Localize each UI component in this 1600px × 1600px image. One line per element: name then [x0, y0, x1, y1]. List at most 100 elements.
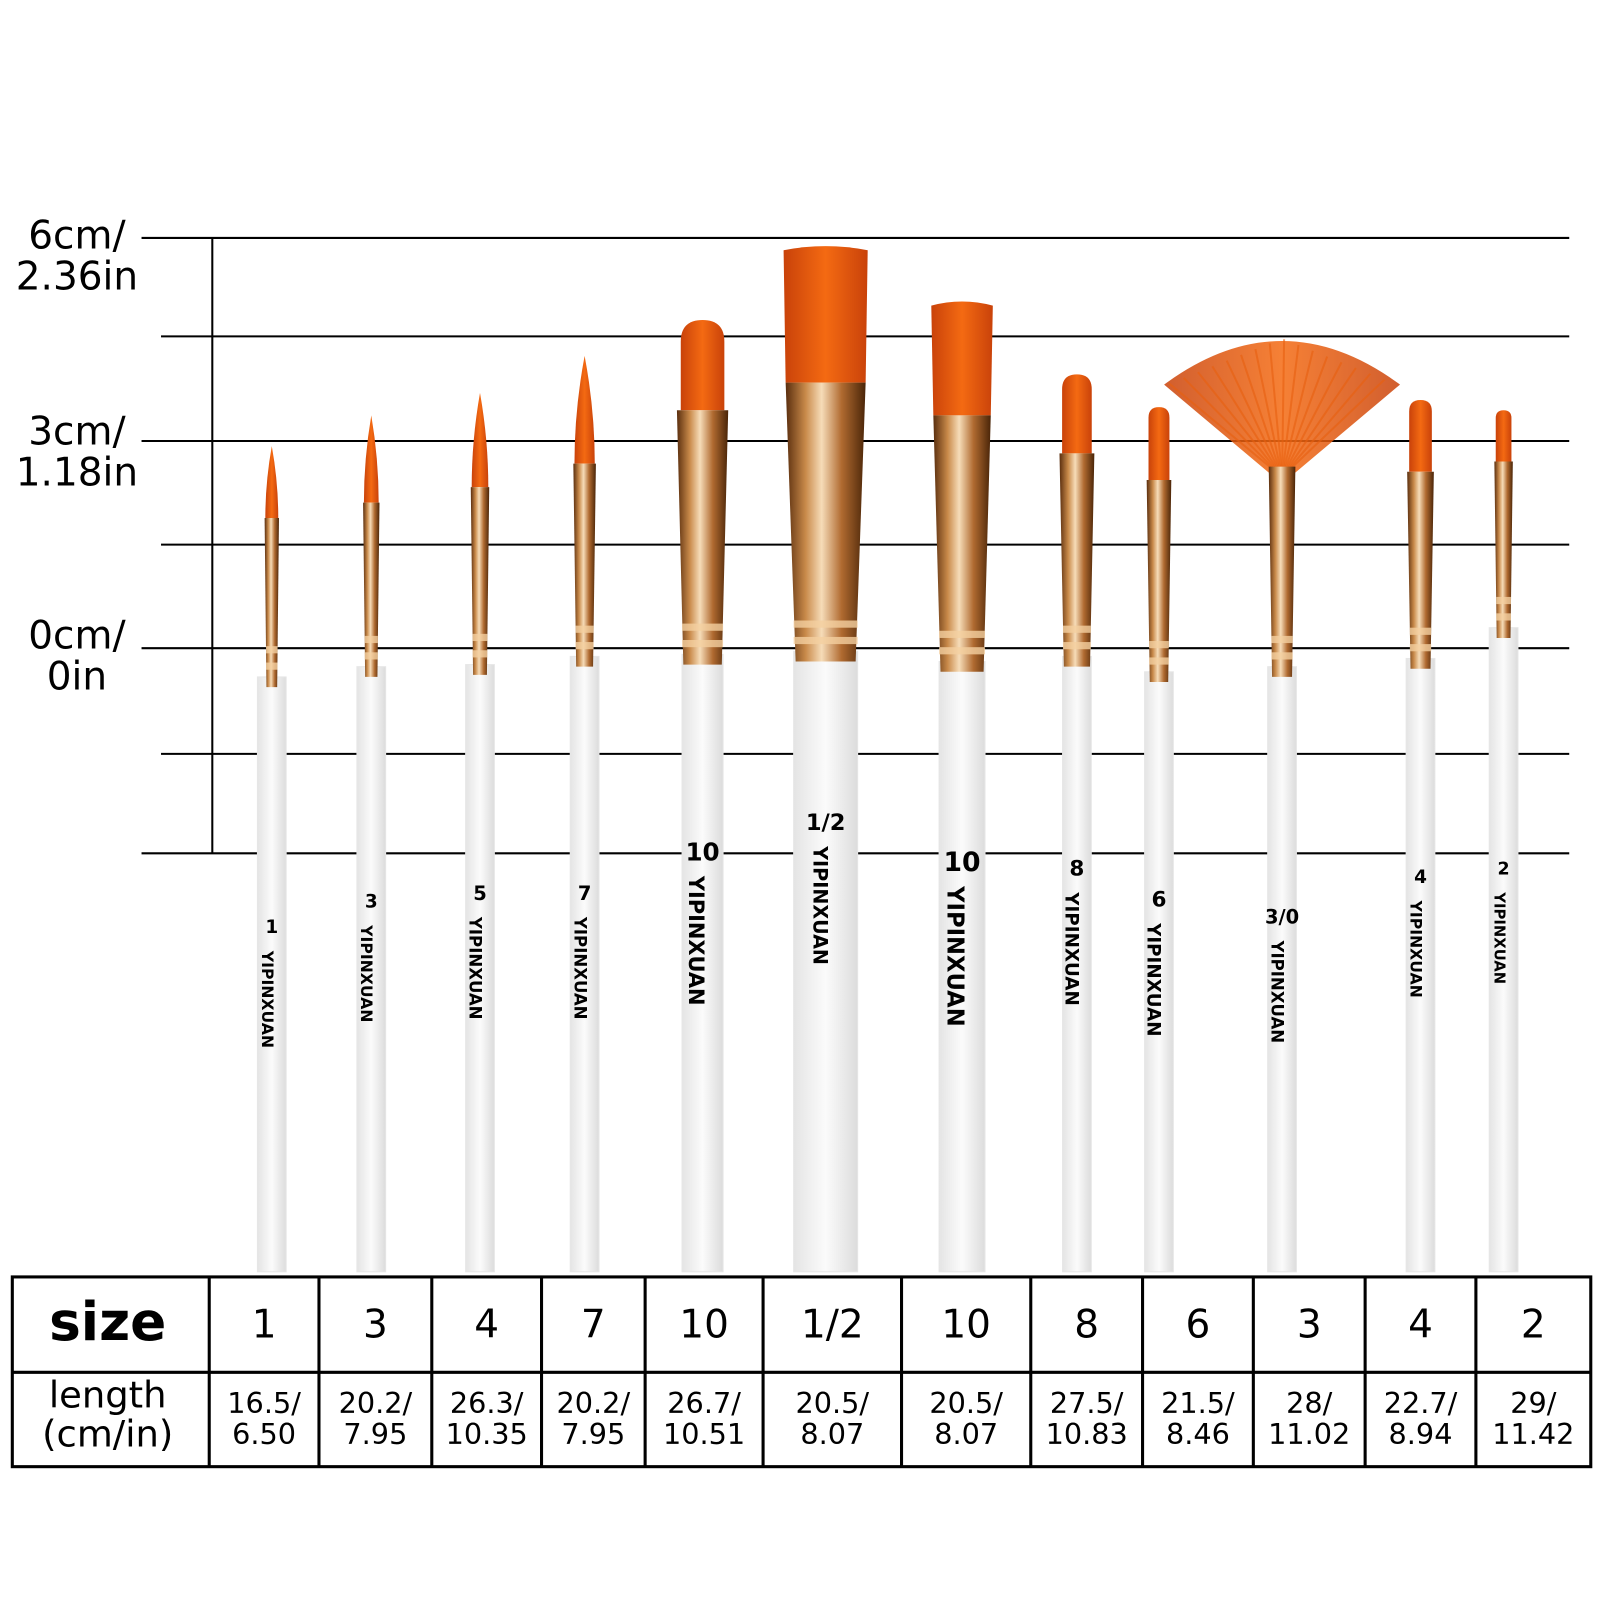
bristles: [574, 355, 595, 464]
brush-brand: YIPINXUAN: [1406, 900, 1425, 998]
fan-hair: [1281, 350, 1314, 478]
brush-number: 1/2: [806, 810, 846, 836]
size-value: 3: [1297, 1303, 1322, 1348]
ferrule: [1407, 471, 1434, 669]
brush-number: 5: [473, 882, 487, 905]
scale-labels: 6cm/2.36in 3cm/1.18in 0cm/0in: [16, 213, 138, 699]
fan-hair: [1281, 378, 1386, 478]
brush-number: 2: [1498, 860, 1510, 880]
fan-hair: [1211, 365, 1283, 478]
size-table: sizelength(cm/in)116.5/6.50320.2/7.95426…: [10, 1275, 1593, 1469]
brush-brand: YIPINXUAN: [942, 885, 968, 1026]
fan-hair: [1254, 348, 1284, 478]
scale-in: 0in: [47, 654, 107, 699]
bristles: [1495, 410, 1512, 462]
crimp: [682, 640, 724, 648]
crimp: [266, 662, 278, 670]
crimp: [266, 646, 278, 654]
crimp: [793, 620, 858, 628]
handle: [1405, 657, 1436, 1273]
length-value: 20.5/: [929, 1386, 1003, 1420]
brush-number: 3/0: [1265, 905, 1299, 928]
handle: [938, 661, 986, 1273]
ferrule: [1494, 461, 1513, 638]
length-value: 10.51: [663, 1417, 745, 1451]
crimp: [575, 625, 594, 633]
bristles: [1062, 374, 1092, 454]
ferrule: [1268, 466, 1296, 677]
size-value: 1/2: [801, 1303, 864, 1348]
length-value: 8.07: [800, 1417, 864, 1451]
brush-brand: YIPINXUAN: [1268, 940, 1287, 1044]
length-value: 27.5/: [1050, 1386, 1124, 1420]
bristles: [265, 446, 279, 518]
length-value: 8.46: [1166, 1417, 1230, 1451]
length-value: 10.83: [1046, 1417, 1128, 1451]
size-value: 10: [679, 1303, 729, 1348]
crimp: [364, 635, 378, 644]
ferrule: [1059, 453, 1095, 667]
ferrule: [470, 487, 490, 675]
fan-hair: [1225, 360, 1283, 478]
crimp: [575, 642, 594, 650]
brush-brand: YIPINXUAN: [570, 916, 589, 1020]
crimp: [1409, 644, 1432, 652]
brush-number: 10: [943, 847, 980, 878]
handle: [465, 664, 495, 1273]
fan-hair: [1281, 339, 1286, 477]
length-value: 6.50: [232, 1417, 296, 1451]
brush-number: 4: [1414, 867, 1427, 888]
handle: [1267, 666, 1297, 1273]
brush-number: 3: [365, 892, 378, 913]
brush-number: 8: [1069, 857, 1084, 882]
fan-hair: [1182, 377, 1283, 478]
length-value: 21.5/: [1161, 1386, 1235, 1420]
ferrule: [573, 463, 596, 667]
bristles: [680, 320, 725, 411]
bristles: [931, 301, 993, 416]
bristles: [1148, 407, 1170, 480]
length-value: 10.35: [446, 1417, 528, 1451]
brush-brand: YIPINXUAN: [258, 950, 277, 1048]
scale-cm: 6cm/: [28, 213, 126, 258]
fan-hair: [1281, 361, 1343, 478]
handle: [1062, 655, 1092, 1273]
ferrule: [363, 502, 380, 677]
length-value: 16.5/: [227, 1386, 301, 1420]
brush-brand: YIPINXUAN: [1490, 891, 1507, 984]
fan-hair: [1197, 371, 1283, 478]
scale-in: 1.18in: [16, 450, 138, 495]
handle: [356, 666, 387, 1273]
length-value: 11.42: [1492, 1417, 1574, 1451]
length-header: length: [49, 1373, 167, 1416]
bristles: [471, 392, 489, 488]
crimp: [793, 636, 858, 645]
length-value: 26.3/: [450, 1386, 524, 1420]
length-value: 29/: [1510, 1386, 1557, 1420]
handle: [793, 650, 859, 1273]
handle: [569, 655, 600, 1273]
crimp: [1409, 627, 1432, 635]
length-value: 11.02: [1268, 1417, 1350, 1451]
bristles: [783, 246, 868, 383]
bristles: [1409, 400, 1432, 472]
brush-brand: YIPINXUAN: [808, 845, 831, 965]
brush-brand: YIPINXUAN: [357, 924, 376, 1022]
length-value: 28/: [1286, 1386, 1333, 1420]
handle: [1488, 627, 1519, 1273]
fan-hair: [1240, 354, 1284, 478]
size-value: 6: [1186, 1303, 1211, 1348]
brush-number: 1: [265, 917, 278, 938]
length-value: 7.95: [343, 1417, 407, 1451]
crimp: [1271, 635, 1293, 644]
length-value: 22.7/: [1384, 1386, 1458, 1420]
size-value: 8: [1074, 1303, 1099, 1348]
scale-cm: 3cm/: [28, 409, 126, 454]
crimp: [1496, 596, 1511, 605]
crimp: [1149, 641, 1169, 649]
size-header: size: [49, 1290, 166, 1353]
size-value: 4: [474, 1303, 499, 1348]
crimp: [939, 630, 986, 638]
brush-number: 10: [685, 837, 719, 866]
